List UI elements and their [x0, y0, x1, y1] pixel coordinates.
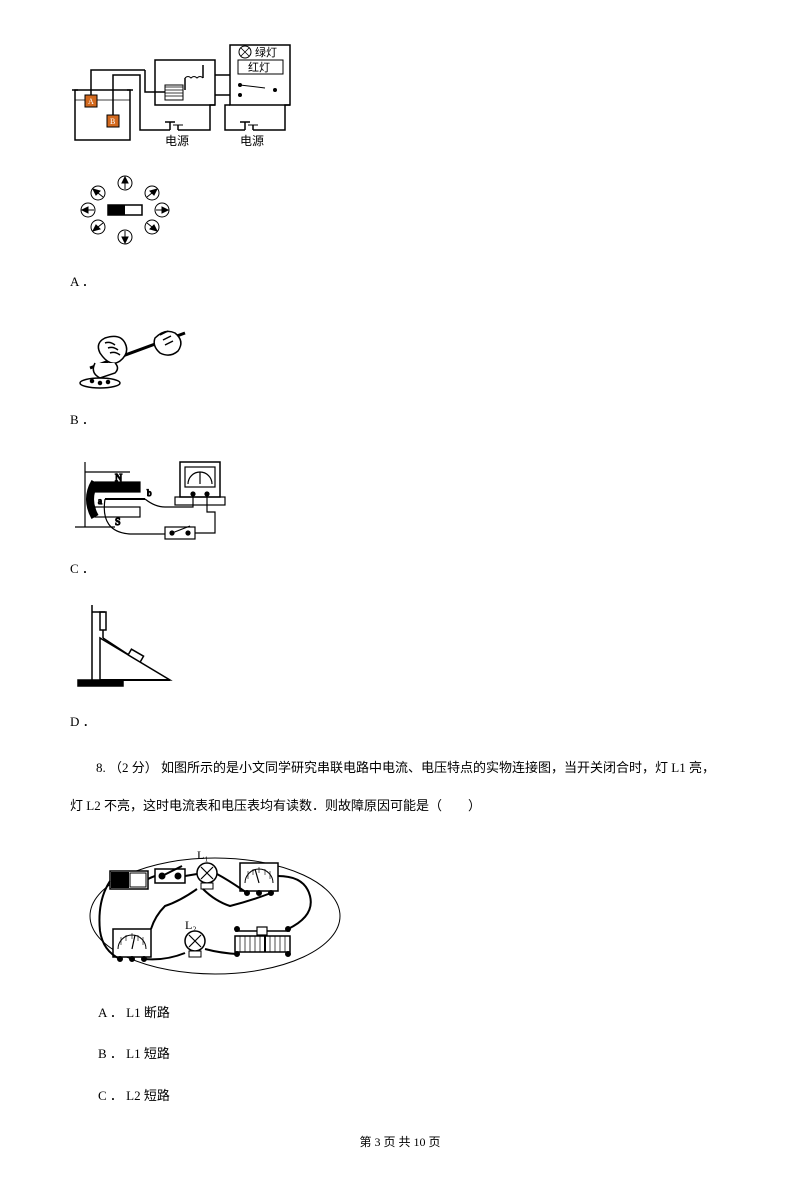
q8-points: （2 分）	[109, 760, 158, 775]
q8-answer-c: C ． L2 短路	[98, 1084, 730, 1107]
option-c-figure: N S a b	[70, 452, 730, 542]
option-d-figure	[70, 600, 730, 695]
figure-circuit-relay: A B 电源 绿灯 红灯 电源	[70, 40, 730, 150]
svg-text:L₁: L₁	[197, 848, 209, 862]
svg-text:A: A	[88, 97, 94, 106]
svg-text:绿灯: 绿灯	[255, 45, 277, 59]
question-8-text: 8. （2 分） 如图所示的是小文同学研究串联电路中电流、电压特点的实物连接图，…	[70, 754, 730, 783]
q8-number: 8.	[96, 760, 106, 775]
q8-line1: 如图所示的是小文同学研究串联电路中电流、电压特点的实物连接图，当开关闭合时，灯 …	[161, 760, 715, 775]
svg-text:S: S	[115, 517, 121, 528]
svg-text:电源: 电源	[240, 134, 264, 148]
q8-answer-a: A ． L1 断路	[98, 1001, 730, 1024]
option-a-label: A ．	[70, 270, 730, 293]
svg-text:N: N	[115, 473, 122, 484]
option-c-label: C ．	[70, 557, 730, 580]
svg-text:红灯: 红灯	[248, 61, 270, 74]
option-d-label: D ．	[70, 710, 730, 733]
option-b-figure	[70, 313, 730, 393]
svg-text:b: b	[147, 488, 152, 498]
svg-text:a: a	[98, 496, 102, 506]
q8-answer-b: B ． L1 短路	[98, 1042, 730, 1065]
q8-circuit-figure: L₁ L₂	[85, 841, 730, 981]
svg-text:电源: 电源	[165, 134, 189, 148]
option-b-label: B ．	[70, 408, 730, 431]
svg-text:L₂: L₂	[185, 918, 197, 932]
option-a-figure	[70, 165, 730, 255]
q8-line2: 灯 L2 不亮，这时电流表和电压表均有读数．则故障原因可能是（ ）	[70, 792, 730, 821]
page-footer: 第 3 页 共 10 页	[70, 1132, 730, 1154]
svg-text:B: B	[110, 117, 115, 126]
